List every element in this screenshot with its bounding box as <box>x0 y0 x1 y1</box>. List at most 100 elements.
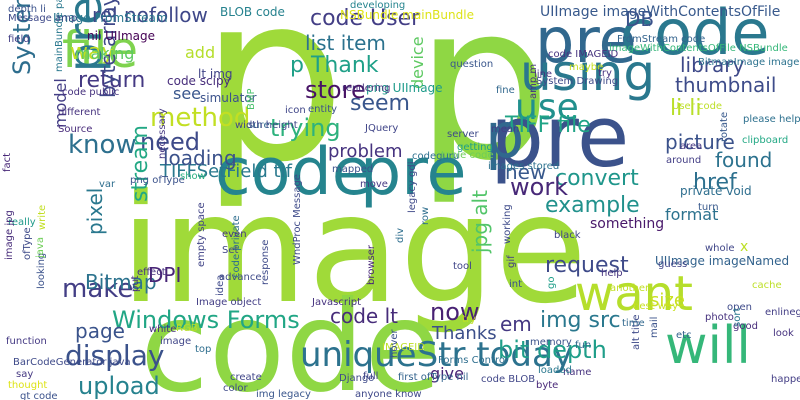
cloud-word: DB <box>625 7 655 31</box>
cloud-word: stream <box>128 124 153 202</box>
cloud-word: making <box>75 44 135 63</box>
cloud-word: happen <box>771 374 800 385</box>
cloud-word: enlinegraphics <box>765 307 800 318</box>
cloud-word: System Drawing <box>536 76 619 87</box>
cloud-word: new <box>505 160 547 184</box>
cloud-word: pre <box>360 135 467 210</box>
cloud-word: li li <box>670 96 702 121</box>
cloud-word: p Thank <box>290 53 379 78</box>
cloud-word: loaded <box>538 365 572 376</box>
cloud-word: thought <box>8 380 48 391</box>
cloud-word: image <box>160 336 192 347</box>
cloud-word: example <box>545 193 640 218</box>
cloud-word: code IMAGEID <box>548 49 619 60</box>
cloud-word: codeguru <box>412 151 460 162</box>
cloud-word: clipboard <box>742 135 789 146</box>
cloud-word: Image FromStream <box>53 11 168 25</box>
cloud-word: Source <box>58 124 93 135</box>
cloud-word: User code <box>672 101 723 112</box>
cloud-word: model <box>51 78 70 128</box>
cloud-word: uniqueStr today <box>300 335 573 375</box>
cloud-word: mainBundle pathForResource <box>54 0 65 72</box>
cloud-word: jpg alt <box>468 190 492 253</box>
cloud-word: try <box>462 314 476 325</box>
cloud-word: BMP <box>246 88 257 110</box>
cloud-word: please help <box>743 114 800 125</box>
cloud-word: Windows Forms <box>112 306 300 334</box>
cloud-word: something <box>590 216 665 232</box>
cloud-word: lt img <box>198 67 233 81</box>
cloud-word: Django <box>339 373 375 384</box>
cloud-word: size <box>650 290 685 311</box>
cloud-word: say <box>16 369 34 380</box>
cloud-word: depth li <box>8 4 46 15</box>
cloud-word: private void <box>680 184 752 198</box>
cloud-word: Thanks <box>432 323 497 344</box>
cloud-word: developing <box>350 0 406 11</box>
cloud-word: make <box>62 274 134 304</box>
cloud-word: question <box>450 59 494 70</box>
cloud-word: hover <box>389 329 400 358</box>
cloud-word: pre <box>490 88 630 187</box>
cloud-word: WndProc Message <box>292 174 303 265</box>
cloud-word: around <box>666 155 702 166</box>
cloud-word: code <box>620 0 770 69</box>
cloud-word: anyone know <box>355 389 422 400</box>
cloud-word: use <box>515 87 579 128</box>
cloud-word: BitmapImage image <box>698 57 800 68</box>
cloud-word: images stored <box>488 161 560 172</box>
cloud-word: different <box>58 107 101 118</box>
cloud-word: code <box>140 275 442 400</box>
cloud-word: another <box>610 283 650 294</box>
cloud-word: move <box>360 179 388 190</box>
cloud-word: fun <box>575 340 592 351</box>
cloud-word: code lt <box>330 304 398 328</box>
cloud-word: sort <box>732 307 743 327</box>
cloud-word: icon <box>285 105 306 116</box>
cloud-word: advance <box>219 272 262 283</box>
cloud-word: using <box>520 44 656 102</box>
cloud-word: Image object <box>196 297 262 308</box>
cloud-word: even <box>222 229 247 240</box>
cloud-word: code scipy <box>167 74 231 88</box>
cloud-word: need <box>140 128 200 156</box>
cloud-word: memory <box>530 337 572 348</box>
cloud-word: see <box>173 84 202 103</box>
cloud-word: open <box>727 302 752 313</box>
cloud-word: cache <box>752 280 782 291</box>
cloud-word: store <box>305 76 366 104</box>
cloud-word: code public <box>62 87 120 98</box>
cloud-word: good <box>733 321 758 332</box>
cloud-word: help <box>601 268 623 279</box>
cloud-word: seem <box>350 91 410 116</box>
cloud-word: request <box>545 253 629 278</box>
cloud-word: x <box>740 239 749 255</box>
cloud-word: p <box>485 99 525 172</box>
cloud-word: idea <box>215 274 226 296</box>
cloud-word: Bitmap <box>85 270 157 294</box>
cloud-word: format <box>665 205 719 224</box>
cloud-word: whole <box>705 243 735 254</box>
cloud-word: library <box>680 53 745 77</box>
cloud-word: full <box>363 371 379 382</box>
cloud-word: image jpg <box>4 210 15 260</box>
cloud-word: imageWithContentsOfFile NSBundle <box>609 43 788 54</box>
cloud-word: byte <box>536 380 559 391</box>
cloud-word: field <box>8 34 30 45</box>
cloud-word: picture <box>665 130 735 154</box>
cloud-word: em <box>500 312 532 336</box>
cloud-word: want <box>575 266 693 322</box>
cloud-word: return <box>78 68 146 93</box>
cloud-word: looking <box>36 252 47 289</box>
cloud-word: TIFF file <box>505 113 591 138</box>
cloud-word: rel nofollow <box>92 3 208 27</box>
cloud-word: code BLOB <box>481 374 536 385</box>
cloud-word: line <box>534 69 553 80</box>
cloud-word: TIFFSetField tif <box>160 161 292 182</box>
cloud-word: sure <box>248 120 270 131</box>
cloud-word: method <box>150 103 251 133</box>
cloud-word: page <box>75 319 125 343</box>
cloud-word: UIImage imageWithContentsOfFile <box>540 4 781 20</box>
cloud-word: necessary <box>157 108 168 159</box>
cloud-word: look <box>773 328 794 339</box>
